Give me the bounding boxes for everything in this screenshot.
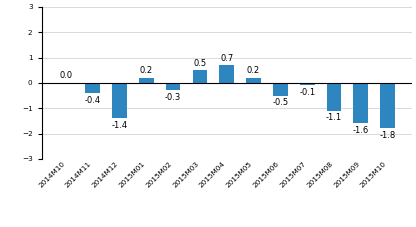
- Bar: [193, 70, 207, 83]
- Text: -1.1: -1.1: [326, 113, 342, 122]
- Text: 0.7: 0.7: [220, 54, 233, 63]
- Bar: [219, 65, 234, 83]
- Text: -0.4: -0.4: [84, 96, 101, 104]
- Bar: [354, 83, 368, 123]
- Bar: [85, 83, 100, 93]
- Bar: [273, 83, 288, 96]
- Bar: [380, 83, 395, 128]
- Text: -0.1: -0.1: [299, 88, 315, 97]
- Bar: [139, 78, 154, 83]
- Bar: [166, 83, 181, 91]
- Bar: [246, 78, 261, 83]
- Bar: [327, 83, 342, 111]
- Text: -0.3: -0.3: [165, 93, 181, 102]
- Text: 0.0: 0.0: [59, 71, 72, 80]
- Text: -1.4: -1.4: [111, 121, 128, 130]
- Text: 0.2: 0.2: [247, 66, 260, 75]
- Text: -0.5: -0.5: [272, 98, 288, 107]
- Text: -1.8: -1.8: [379, 131, 396, 140]
- Text: 0.5: 0.5: [193, 59, 206, 68]
- Text: -1.6: -1.6: [353, 126, 369, 135]
- Text: 0.2: 0.2: [140, 66, 153, 75]
- Bar: [112, 83, 127, 118]
- Bar: [300, 83, 314, 85]
